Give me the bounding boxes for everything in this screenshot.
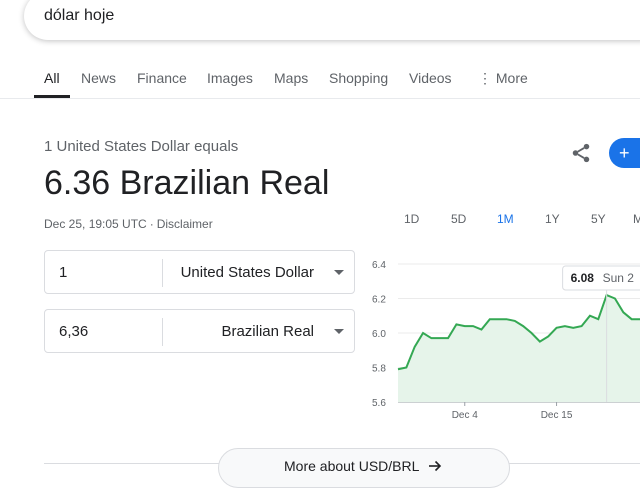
from-currency-select[interactable]: United States Dollar <box>180 264 314 281</box>
kebab-vertical-icon: ⋮ <box>478 70 492 86</box>
range-1m[interactable]: 1M <box>497 212 514 226</box>
more-about-button[interactable]: More about USD/BRL <box>218 448 510 488</box>
timestamp-line: Dec 25, 19:05 UTC · Disclaimer <box>44 217 213 231</box>
y-tick-label: 6.0 <box>372 329 386 340</box>
x-tick-label: Dec 15 <box>541 410 573 421</box>
from-amount-input[interactable]: 1 <box>59 264 68 281</box>
to-amount-input[interactable]: 6,36 <box>59 323 89 340</box>
equals-label: 1 United States Dollar equals <box>44 138 239 155</box>
series-area <box>398 295 640 402</box>
y-tick-label: 5.6 <box>372 398 386 409</box>
to-converter-row: 6,36 Brazilian Real <box>44 309 355 353</box>
range-max[interactable]: M <box>633 212 640 226</box>
converter-divider <box>162 259 163 287</box>
range-5y[interactable]: 5Y <box>591 212 606 226</box>
tooltip-value: 6.08 <box>571 271 595 285</box>
separator: · <box>149 217 154 231</box>
tab-videos[interactable]: Videos <box>409 70 452 86</box>
tab-images[interactable]: Images <box>207 70 253 86</box>
conversion-result: 6.36 Brazilian Real <box>44 164 330 202</box>
from-converter-row: 1 United States Dollar <box>44 250 355 294</box>
x-tick-label: Dec 4 <box>452 410 479 421</box>
tab-shopping[interactable]: Shopping <box>329 70 389 86</box>
tab-all[interactable]: All <box>44 70 60 86</box>
arrow-right-icon <box>429 460 442 472</box>
range-1y[interactable]: 1Y <box>545 212 560 226</box>
more-about-label: More about USD/BRL <box>284 458 420 474</box>
to-currency-select[interactable]: Brazilian Real <box>221 323 314 340</box>
disclaimer-link[interactable]: Disclaimer <box>156 217 213 231</box>
chevron-down-icon[interactable] <box>334 329 344 334</box>
converter-divider <box>162 318 163 346</box>
timestamp: Dec 25, 19:05 UTC <box>44 217 147 231</box>
tab-more-label: More <box>495 70 528 86</box>
search-bar[interactable] <box>24 0 640 40</box>
chevron-down-icon[interactable] <box>334 270 344 275</box>
series-line <box>397 293 640 371</box>
tab-news[interactable]: News <box>81 70 117 86</box>
tabs-divider <box>0 98 640 99</box>
search-input[interactable]: dólar hoje <box>44 7 115 24</box>
tab-more[interactable]: ⋮ More <box>478 70 528 87</box>
y-tick-label: 6.2 <box>372 295 386 306</box>
y-tick-label: 5.8 <box>372 364 386 375</box>
tab-maps[interactable]: Maps <box>274 70 309 86</box>
share-icon[interactable] <box>570 142 592 164</box>
active-tab-indicator <box>34 95 70 98</box>
exchange-rate-chart[interactable]: 6.4 6.2 6.0 5.8 5.6 Dec 4 Dec 15 6.08 Sun 2 <box>360 250 640 430</box>
tooltip-box <box>562 265 640 291</box>
range-1d[interactable]: 1D <box>404 212 420 226</box>
follow-button[interactable]: + <box>609 138 640 168</box>
y-tick-label: 6.4 <box>372 260 386 271</box>
tab-finance[interactable]: Finance <box>137 70 187 86</box>
tooltip-date: Sun 2 <box>603 271 635 285</box>
range-5d[interactable]: 5D <box>451 212 467 226</box>
